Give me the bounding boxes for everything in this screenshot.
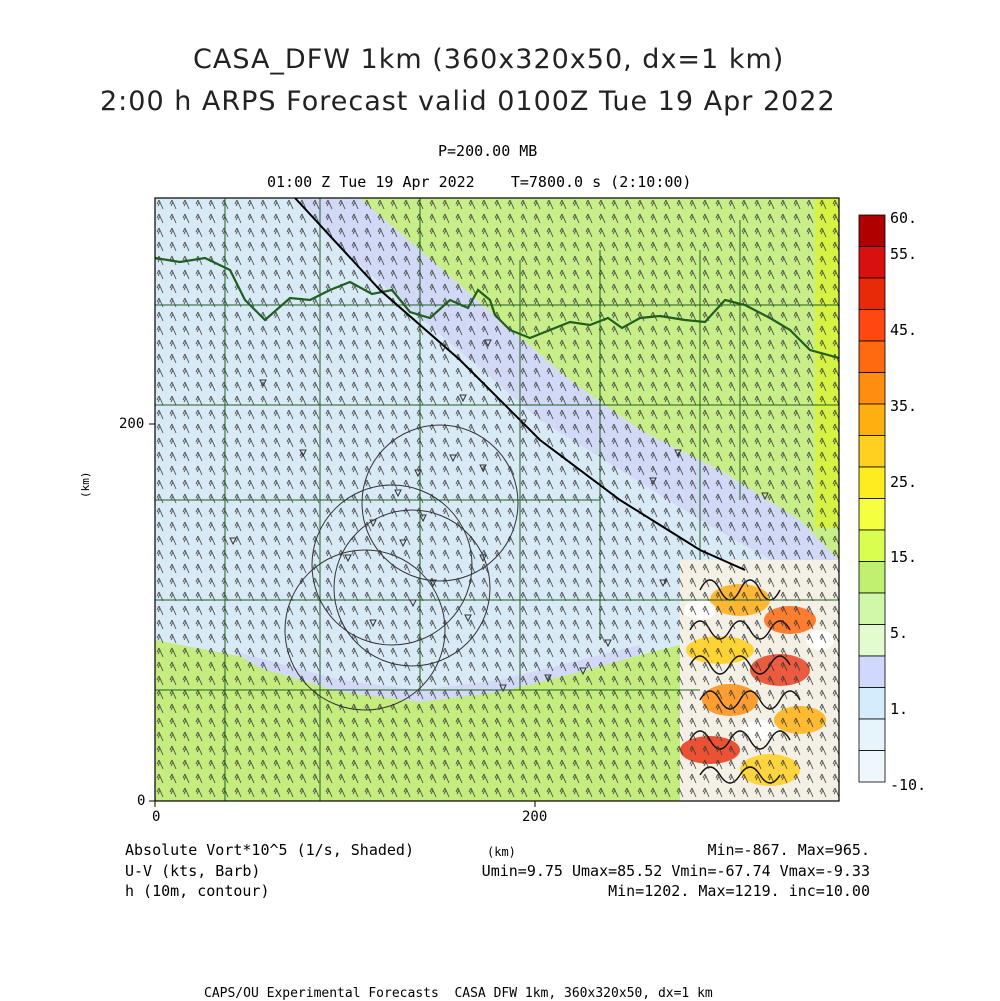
colorbar-segment (858, 498, 886, 531)
colorbar-segment (858, 372, 886, 405)
county-boundaries (155, 198, 839, 801)
y-tick-200: 200 (119, 416, 145, 432)
colorbar-segment (858, 403, 886, 436)
colorbar-segment (858, 277, 886, 310)
x-tick-200: 200 (522, 809, 548, 825)
colorbar-segment (858, 435, 886, 468)
radar-range-rings (284, 424, 519, 711)
valid-time: 01:00 Z Tue 19 Apr 2022 T=7800.0 s (2:10… (267, 173, 692, 191)
colorbar-segment (858, 624, 886, 657)
colorbar-label: 15. (890, 548, 918, 566)
field-label-wind: U-V (kts, Barb) (125, 862, 261, 880)
colorbar-segment (858, 340, 886, 373)
colorbar (858, 214, 886, 783)
colorbar-segment (858, 592, 886, 625)
colorbar-segment (858, 214, 886, 247)
colorbar-segment (858, 529, 886, 562)
colorbar-label: 45. (890, 321, 918, 339)
vorticity-field (155, 198, 839, 801)
field-label-height: h (10m, contour) (125, 882, 270, 900)
y-tick-0: 0 (137, 793, 146, 809)
colorbar-segment (858, 246, 886, 279)
colorbar-label: 55. (890, 245, 918, 263)
height-min-max: Min=1202. Max=1219. inc=10.00 (608, 882, 870, 900)
colorbar-segment (858, 655, 886, 688)
colorbar-segment (858, 718, 886, 751)
colorbar-label: 25. (890, 473, 918, 491)
title-line-2: 2:00 h ARPS Forecast valid 0100Z Tue 19 … (100, 86, 836, 117)
colorbar-label: 60. (890, 209, 918, 227)
colorbar-segment (858, 687, 886, 720)
diagonal-line (294, 198, 746, 571)
pressure-level: P=200.00 MB (438, 142, 538, 160)
state-border (155, 256, 839, 360)
wind-min-max: Umin=9.75 Umax=85.52 Vmin=-67.74 Vmax=-9… (481, 862, 870, 880)
colorbar-segment (858, 750, 886, 783)
colorbar-segment (858, 466, 886, 499)
colorbar-label: -10. (890, 776, 927, 794)
axis-ticks (149, 423, 536, 807)
x-axis-unit: (km) (487, 845, 516, 859)
colorbar-label: 1. (890, 700, 909, 718)
vort-min-max: Min=-867. Max=965. (707, 841, 870, 859)
colorbar-segment (858, 309, 886, 342)
radar-triangles (229, 339, 769, 693)
plot-frame (154, 197, 840, 802)
colorbar-segment (858, 561, 886, 594)
colorbar-label: 35. (890, 397, 918, 415)
y-axis-unit: (km) (79, 471, 92, 499)
credit-line: CAPS/OU Experimental Forecasts CASA DFW … (204, 986, 713, 1001)
field-label-vorticity: Absolute Vort*10^5 (1/s, Shaded) (125, 841, 414, 859)
colorbar-label: 5. (890, 624, 909, 642)
x-tick-0: 0 (152, 809, 161, 825)
title-line-1: CASA_DFW 1km (360x320x50, dx=1 km) (193, 44, 785, 75)
